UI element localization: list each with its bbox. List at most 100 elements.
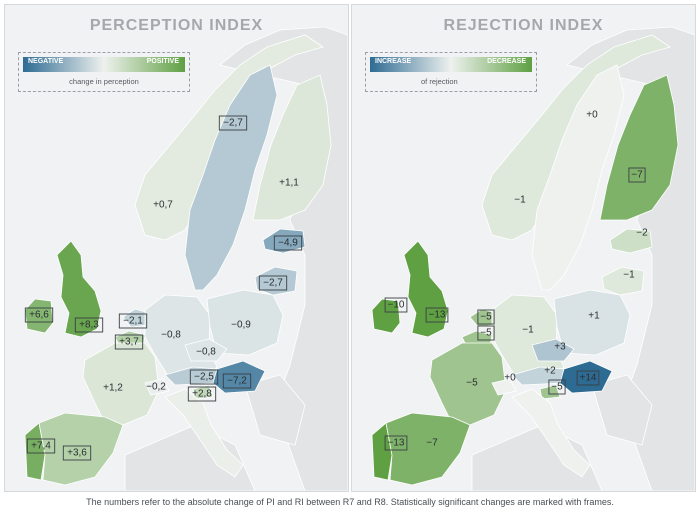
- rejection-value-finland: −7: [631, 170, 643, 181]
- perception-label-sweden: −2,7: [218, 115, 248, 131]
- rejection-label-slovenia: −5: [548, 379, 566, 395]
- rejection-base-land-1: [471, 424, 603, 491]
- rejection-value-switzerland: +0: [504, 373, 516, 384]
- rejection-label-sweden: +0: [586, 110, 598, 121]
- perception-value-finland: +1,1: [279, 178, 299, 189]
- rejection-label-czechia: +3: [554, 342, 566, 353]
- perception-label-finland: +1,1: [279, 178, 299, 189]
- footnote: The numbers refer to the absolute change…: [86, 497, 614, 507]
- perception-label-france: +1,2: [103, 383, 123, 394]
- rejection-frame-slovenia: [548, 379, 566, 395]
- rejection-legend-high: DECREASE: [487, 58, 526, 65]
- perception-frame-estonia: [273, 235, 303, 251]
- perception-value-ireland: +6,6: [29, 310, 49, 321]
- rejection-country-estonia: [609, 228, 653, 254]
- perception-value-germany: −0,8: [161, 330, 181, 341]
- perception-legend-high: POSITIVE: [146, 58, 179, 65]
- perception-country-czechia: [184, 338, 228, 362]
- perception-frame-netherlands: [118, 313, 148, 329]
- rejection-label-finland: −7: [628, 167, 646, 183]
- rejection-country-italy: [511, 388, 591, 478]
- perception-map: +0,7 −2,7 +1,1 −4,9 −2,7 +6,6 +8,3 −2,1 +3,7 −0,8…: [24, 26, 348, 491]
- rejection-value-hungary: +14: [580, 373, 597, 384]
- perception-frame-portugal: [26, 438, 56, 454]
- rejection-label-spain: −7: [426, 438, 438, 449]
- rejection-country-sweden: [531, 64, 625, 291]
- rejection-base-land-2: [591, 374, 653, 446]
- perception-frame-united-kingdom: [74, 317, 104, 333]
- rejection-frame-netherlands: [477, 309, 495, 325]
- perception-frame-belgium: [114, 334, 144, 350]
- perception-frame-slovenia: [187, 386, 217, 402]
- perception-legend-caption: change in perception: [69, 77, 139, 86]
- perception-value-hungary: −7,2: [227, 376, 247, 387]
- rejection-label-portugal: −13: [384, 435, 408, 451]
- rejection-value-ireland: −10: [388, 300, 405, 311]
- rejection-frame-belgium: [477, 325, 495, 341]
- rejection-country-finland: [599, 74, 679, 221]
- perception-frame-hungary: [222, 373, 252, 389]
- perception-country-sweden: [184, 64, 278, 291]
- perception-frame-ireland: [24, 307, 54, 323]
- rejection-country-poland: [553, 289, 631, 356]
- rejection-country-portugal: [371, 422, 393, 481]
- rejection-label-united-kingdom: −13: [425, 307, 449, 323]
- rejection-frame-hungary: [576, 370, 600, 386]
- rejection-value-netherlands: −5: [480, 312, 492, 323]
- perception-label-united-kingdom: +8,3: [74, 317, 104, 333]
- perception-frame-lithuania: [258, 275, 288, 291]
- rejection-value-norway: −1: [514, 195, 526, 206]
- rejection-label-hungary: +14: [576, 370, 600, 386]
- perception-value-spain: +3,6: [67, 448, 87, 459]
- perception-label-netherlands: −2,1: [118, 313, 148, 329]
- rejection-title: REJECTION INDEX: [443, 17, 604, 34]
- perception-label-poland: −0,9: [231, 320, 251, 331]
- perception-value-belgium: +3,7: [119, 337, 139, 348]
- perception-country-france: [82, 342, 160, 426]
- perception-value-united-kingdom: +8,3: [79, 320, 99, 331]
- perception-country-spain: [38, 412, 124, 486]
- rejection-label-ireland: −10: [384, 297, 408, 313]
- rejection-value-spain: −7: [426, 438, 438, 449]
- rejection-country-slovenia: [539, 384, 561, 400]
- perception-label-germany: −0,8: [161, 330, 181, 341]
- rejection-value-france: −5: [466, 378, 478, 389]
- rejection-value-slovenia: −5: [551, 382, 563, 393]
- rejection-country-switzerland: [491, 378, 517, 396]
- rejection-label-lithuania: −1: [623, 270, 635, 281]
- perception-value-estonia: −4,9: [278, 238, 298, 249]
- rejection-country-lithuania: [601, 266, 645, 296]
- rejection-frame-finland: [628, 167, 646, 183]
- perception-label-portugal: +7,4: [26, 438, 56, 454]
- rejection-label-france: −5: [466, 378, 478, 389]
- perception-value-poland: −0,9: [231, 320, 251, 331]
- rejection-value-austria: +2: [544, 366, 556, 377]
- perception-country-united-kingdom: [56, 240, 102, 338]
- rejection-legend-caption: of rejection: [421, 77, 458, 86]
- perception-country-poland: [206, 289, 284, 356]
- rejection-country-spain: [385, 412, 471, 486]
- perception-label-hungary: −7,2: [222, 373, 252, 389]
- rejection-country-ireland: [371, 298, 401, 334]
- perception-legend-gradient: [23, 57, 185, 72]
- perception-country-switzerland: [144, 378, 170, 396]
- rejection-label-switzerland: +0: [504, 373, 516, 384]
- perception-base-land-2: [244, 374, 306, 446]
- rejection-frame-united-kingdom: [425, 307, 449, 323]
- rejection-legend: INCREASE DECREASE of rejection: [365, 52, 537, 92]
- perception-frame-austria: [189, 369, 219, 385]
- perception-value-france: +1,2: [103, 383, 123, 394]
- rejection-country-france: [429, 342, 507, 426]
- perception-country-finland: [252, 74, 332, 221]
- perception-country-hungary: [212, 360, 266, 394]
- perception-label-lithuania: −2,7: [258, 275, 288, 291]
- perception-label-austria: −2,5: [189, 369, 219, 385]
- perception-label-norway: +0,7: [153, 200, 173, 211]
- perception-label-switzerland: −0,2: [146, 382, 166, 393]
- perception-country-ireland: [24, 298, 54, 334]
- perception-base-land-1: [124, 424, 256, 491]
- rejection-map: −1 +0 −7 −2 −1 −10 −13 −5 −5 −1 +1 +3 −5 +0 +2 −5 +14 −13…: [371, 26, 695, 491]
- perception-map-panel: +0,7 −2,7 +1,1 −4,9 −2,7 +6,6 +8,3 −2,1 +3,7 −0,8…: [4, 4, 349, 492]
- perception-frame-spain: [62, 445, 92, 461]
- rejection-label-austria: +2: [544, 366, 556, 377]
